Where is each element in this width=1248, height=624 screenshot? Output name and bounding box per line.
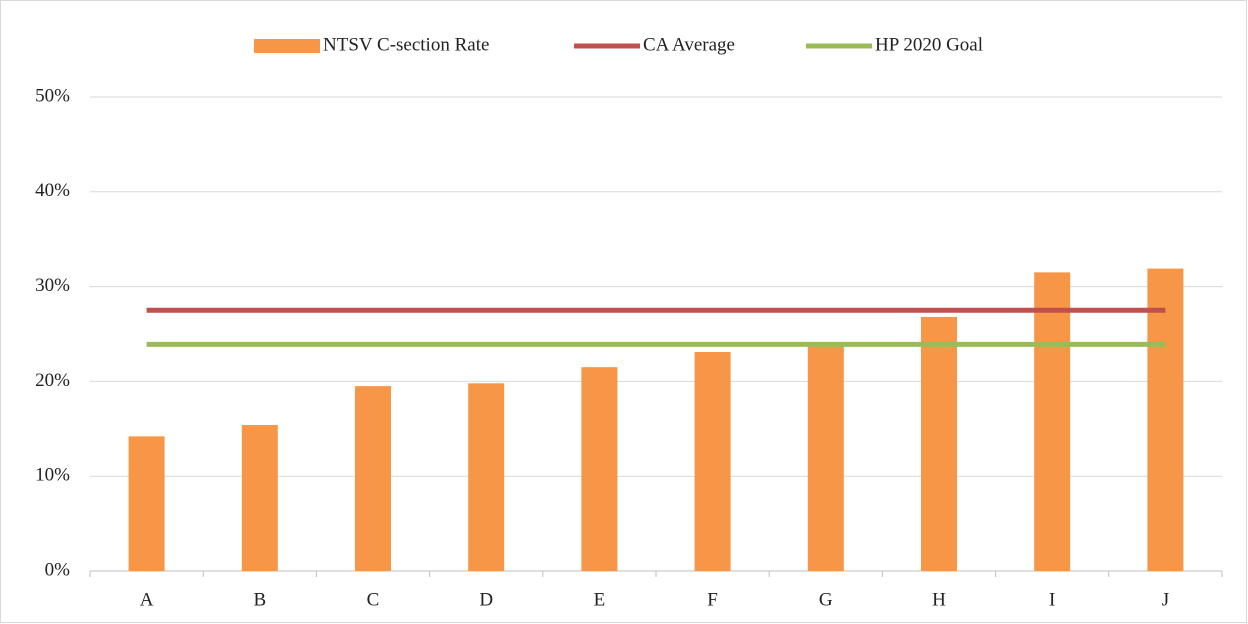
legend-label: CA Average xyxy=(643,34,735,55)
x-tick-label: J xyxy=(1162,589,1169,610)
legend-label: NTSV C-section Rate xyxy=(323,34,489,55)
legend-label: HP 2020 Goal xyxy=(875,34,983,55)
x-tick-label: H xyxy=(932,589,946,610)
y-tick-label: 30% xyxy=(35,275,70,296)
bar xyxy=(1147,268,1184,571)
y-tick-label: 10% xyxy=(35,465,70,486)
x-tick-label: C xyxy=(367,589,380,610)
bar xyxy=(807,345,844,571)
x-tick-label: G xyxy=(819,589,833,610)
y-tick-label: 20% xyxy=(35,370,70,391)
x-tick-label: D xyxy=(479,589,493,610)
x-tick-label: I xyxy=(1049,589,1055,610)
legend-swatch xyxy=(254,39,320,53)
bar xyxy=(241,425,278,571)
y-tick-label: 50% xyxy=(35,85,70,106)
bar xyxy=(128,436,165,571)
bar xyxy=(921,316,957,571)
bar xyxy=(468,383,505,571)
x-tick-label: E xyxy=(594,589,606,610)
bar xyxy=(581,367,618,571)
x-tick-label: A xyxy=(140,589,154,610)
bar xyxy=(694,352,731,571)
x-tick-label: B xyxy=(253,589,266,610)
bar xyxy=(355,386,391,571)
y-tick-label: 0% xyxy=(45,559,71,580)
y-tick-label: 40% xyxy=(35,180,70,201)
x-tick-label: F xyxy=(707,589,718,610)
bar xyxy=(1034,272,1071,571)
